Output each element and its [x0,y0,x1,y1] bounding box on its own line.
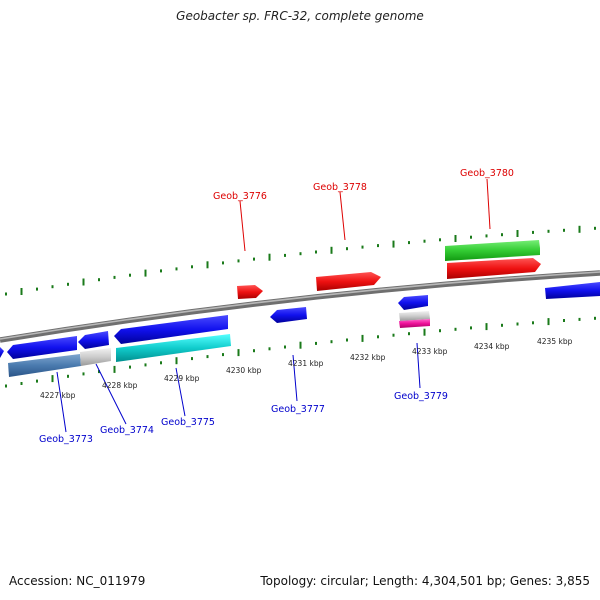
gene-forward-geob-3776[interactable] [237,285,263,299]
label-geob-3774[interactable]: Geob_3774 [100,425,154,436]
gene-reverse-geob-3777[interactable] [270,307,307,323]
label-geob-3778[interactable]: Geob_3778 [313,182,367,193]
gene-reverse-geob-3774-domain[interactable] [80,348,111,366]
leader-geob-3776 [239,200,246,252]
genome-backbone [0,270,600,343]
gene-reverse-geob-3773[interactable] [7,336,77,359]
leader-geob-3778 [339,191,346,241]
genome-backbone-highlight [0,271,600,340]
scale-label-4228: 4228 kbp [102,381,138,390]
scale-label-4232: 4232 kbp [350,353,386,362]
leader-geob-3774 [95,363,127,425]
gene-forward-geob-3778[interactable] [316,272,381,291]
leader-geob-3775 [175,367,186,417]
scale-label-4227: 4227 kbp [40,391,76,400]
forward-tick-track [5,225,596,296]
gene-forward-geob-3780[interactable] [447,258,541,279]
gene-reverse-geob-3779-pink-domain[interactable] [399,319,430,328]
map-title: Geobacter sp. FRC-32, complete genome [176,9,424,23]
label-geob-3775[interactable]: Geob_3775 [161,417,215,428]
scale-label-4234: 4234 kbp [474,342,510,351]
gene-forward-right-edge[interactable] [545,282,600,299]
label-geob-3777[interactable]: Geob_3777 [271,404,325,415]
scale-label-4231: 4231 kbp [288,359,324,368]
leader-geob-3780 [486,178,491,230]
label-geob-3779[interactable]: Geob_3779 [394,391,448,402]
leader-geob-3773 [56,371,67,433]
gene-reverse-geob-3779-domain[interactable] [399,311,430,321]
leader-geob-3777 [292,354,298,402]
scale-label-4233: 4233 kbp [412,347,448,356]
gene-reverse-geob-3773-domain[interactable] [8,354,81,377]
leader-geob-3779 [416,342,421,389]
gene-forward-geob-3780-domain[interactable] [445,240,540,261]
label-geob-3773[interactable]: Geob_3773 [39,434,93,445]
label-geob-3776[interactable]: Geob_3776 [213,191,267,202]
scale-label-4235: 4235 kbp [537,337,573,346]
gene-reverse-geob-3779[interactable] [398,295,428,310]
genome-summary: Topology: circular; Length: 4,304,501 bp… [260,574,590,588]
accession-label: Accession: NC_011979 [9,574,146,588]
label-geob-3780[interactable]: Geob_3780 [460,168,514,179]
gene-reverse-geob-3775-domain[interactable] [116,334,231,362]
gene-reverse-left-edge[interactable] [0,347,4,358]
gene-reverse-geob-3775[interactable] [114,315,228,344]
scale-label-4229: 4229 kbp [164,374,200,383]
scale-label-4230: 4230 kbp [226,366,262,375]
gene-reverse-geob-3774[interactable] [78,331,109,349]
